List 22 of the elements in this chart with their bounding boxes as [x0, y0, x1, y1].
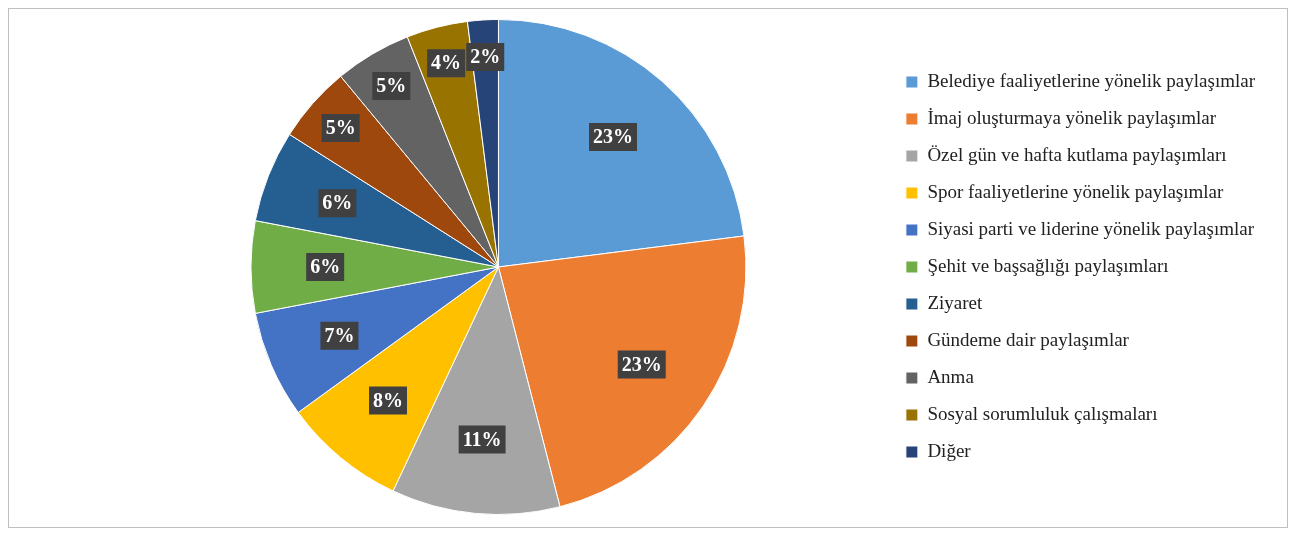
- legend-label: İmaj oluşturmaya yönelik paylaşımlar: [927, 106, 1217, 128]
- data-label: 11%: [462, 427, 502, 450]
- legend-label: Diğer: [927, 439, 972, 461]
- legend-label: Özel gün ve hafta kutlama paylaşımları: [927, 143, 1227, 165]
- data-label: 6%: [310, 255, 341, 278]
- legend-label: Ziyaret: [927, 291, 983, 313]
- data-label: 6%: [322, 191, 353, 214]
- data-label: 8%: [373, 388, 404, 411]
- legend-label: Gündeme dair paylaşımlar: [927, 328, 1130, 350]
- data-label: 23%: [593, 125, 634, 148]
- data-label: 7%: [324, 323, 355, 346]
- data-label: 4%: [431, 51, 462, 74]
- data-label: 5%: [376, 74, 407, 97]
- data-label: 23%: [621, 352, 662, 375]
- legend-label: Sosyal sorumluluk çalışmaları: [927, 402, 1158, 424]
- legend-label: Spor faaliyetlerine yönelik paylaşımlar: [927, 180, 1225, 202]
- legend-label: Şehit ve başsağlığı paylaşımları: [927, 254, 1169, 276]
- data-label: 5%: [325, 116, 356, 139]
- legend-label: Belediye faaliyetlerine yönelik paylaşımlar: [927, 69, 1256, 91]
- legend-label: Anma: [927, 365, 975, 387]
- data-label: 2%: [470, 45, 501, 68]
- legend-label: Siyasi parti ve liderine yönelik paylaşımlar: [927, 217, 1255, 239]
